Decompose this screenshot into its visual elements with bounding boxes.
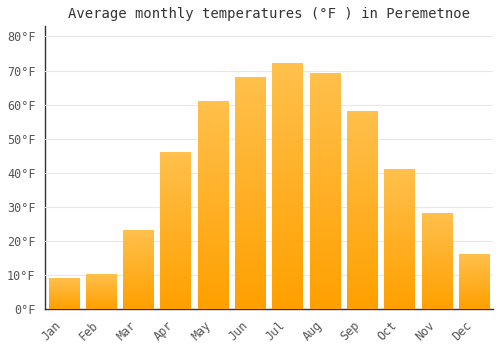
Title: Average monthly temperatures (°F ) in Peremetnoe: Average monthly temperatures (°F ) in Pe… (68, 7, 470, 21)
